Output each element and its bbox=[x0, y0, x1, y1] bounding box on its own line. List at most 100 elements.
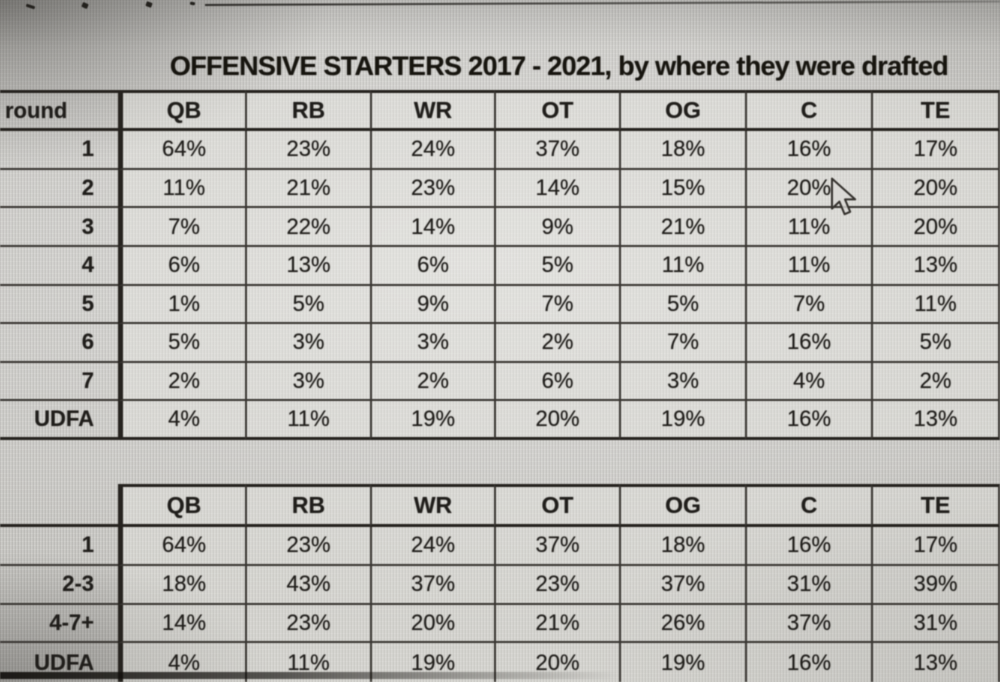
value-cell: 23% bbox=[245, 527, 370, 566]
value-cell: 37% bbox=[619, 565, 745, 605]
value-cell: 23% bbox=[370, 169, 494, 209]
column-header-og: OG bbox=[619, 90, 745, 131]
column-header-c: C bbox=[745, 484, 871, 527]
value-cell: 20% bbox=[871, 169, 1000, 209]
value-cell: 2% bbox=[370, 362, 494, 402]
value-cell: 64% bbox=[118, 527, 245, 566]
value-cell: 19% bbox=[619, 401, 745, 440]
page-title: OFFENSIVE STARTERS 2017 - 2021, by where… bbox=[169, 51, 949, 81]
table-by-round-grouped: QB RB WR OT OG C TE 1 64% 23% 24% 37% 18% 16% 17% 2-3 18… bbox=[0, 484, 1000, 682]
column-header-og: OG bbox=[619, 484, 745, 527]
column-header-ot: OT bbox=[494, 484, 619, 527]
value-cell: 5% bbox=[118, 324, 245, 363]
value-cell: 5% bbox=[871, 324, 1000, 363]
value-cell: 3% bbox=[370, 324, 494, 363]
value-cell: 37% bbox=[494, 131, 619, 170]
value-cell: 6% bbox=[118, 246, 245, 286]
cropped-text-artifact bbox=[145, 1, 153, 8]
row-label-cell: 7 bbox=[0, 363, 118, 402]
corner-header-cell bbox=[0, 484, 118, 527]
cropped-text-artifact bbox=[25, 3, 36, 10]
value-cell: 31% bbox=[871, 604, 1000, 644]
value-cell: 11% bbox=[745, 246, 871, 286]
value-cell: 11% bbox=[745, 208, 871, 247]
value-cell: 6% bbox=[494, 362, 619, 402]
value-cell: 13% bbox=[871, 246, 1000, 286]
value-cell: 31% bbox=[745, 565, 871, 605]
column-header-wr: WR bbox=[370, 90, 494, 131]
cropped-text-artifact-line bbox=[204, 0, 1000, 6]
row-label-cell: UDFA bbox=[0, 401, 118, 440]
value-cell: 16% bbox=[745, 527, 871, 566]
row-label-cell: 2 bbox=[0, 170, 118, 209]
value-cell: 16% bbox=[745, 401, 871, 440]
value-cell: 7% bbox=[745, 285, 871, 325]
value-cell: 2% bbox=[494, 324, 619, 363]
value-cell: 37% bbox=[745, 604, 871, 644]
value-cell: 7% bbox=[494, 285, 619, 325]
value-cell: 18% bbox=[118, 565, 245, 605]
value-cell: 5% bbox=[494, 246, 619, 286]
value-cell: 9% bbox=[370, 285, 494, 325]
cropped-text-artifact bbox=[189, 1, 196, 6]
table-by-round: round QB RB WR OT OG C TE 1 64% 23% 24% 37% 18% 16% 17%… bbox=[0, 90, 1000, 440]
value-cell: 39% bbox=[871, 565, 1000, 605]
value-cell: 24% bbox=[370, 131, 494, 170]
value-cell: 20% bbox=[370, 604, 494, 644]
value-cell: 43% bbox=[245, 565, 370, 605]
value-cell: 16% bbox=[745, 324, 871, 363]
value-cell: 1% bbox=[118, 285, 245, 325]
row-label-cell: 1 bbox=[0, 131, 118, 170]
value-cell: 15% bbox=[619, 169, 745, 209]
value-cell: 20% bbox=[745, 169, 871, 209]
value-cell: 7% bbox=[619, 324, 745, 363]
value-cell: 20% bbox=[494, 401, 619, 440]
value-cell: 19% bbox=[619, 643, 745, 682]
corner-header-cell: round bbox=[0, 90, 118, 131]
column-header-wr: WR bbox=[370, 484, 494, 527]
value-cell: 23% bbox=[494, 565, 619, 605]
row-label-cell: 4-7+ bbox=[0, 605, 118, 644]
value-cell: 6% bbox=[370, 246, 494, 286]
value-cell: 18% bbox=[619, 527, 745, 566]
column-header-rb: RB bbox=[245, 90, 370, 131]
value-cell: 7% bbox=[118, 208, 245, 247]
row-label-cell: 3 bbox=[0, 208, 118, 247]
value-cell: 37% bbox=[370, 565, 494, 605]
value-cell: 18% bbox=[619, 131, 745, 170]
column-header-te: TE bbox=[871, 484, 1000, 527]
row-label-cell: 2-3 bbox=[0, 566, 118, 605]
value-cell: 21% bbox=[245, 169, 370, 209]
value-cell: 23% bbox=[245, 131, 370, 170]
value-cell: 5% bbox=[245, 285, 370, 325]
table-bottom-border bbox=[0, 672, 620, 679]
value-cell: 11% bbox=[871, 285, 1000, 325]
column-header-c: C bbox=[745, 90, 871, 131]
value-cell: 16% bbox=[745, 643, 871, 682]
value-cell: 4% bbox=[745, 362, 871, 402]
value-cell: 13% bbox=[871, 401, 1000, 440]
value-cell: 11% bbox=[118, 169, 245, 209]
value-cell: 26% bbox=[619, 604, 745, 644]
value-cell: 19% bbox=[370, 401, 494, 440]
row-label-cell: 5 bbox=[0, 286, 118, 325]
value-cell: 21% bbox=[619, 208, 745, 247]
value-cell: 13% bbox=[245, 246, 370, 286]
column-header-qb: QB bbox=[118, 90, 245, 131]
value-cell: 3% bbox=[245, 324, 370, 363]
column-header-ot: OT bbox=[494, 90, 619, 131]
value-cell: 16% bbox=[745, 131, 871, 170]
value-cell: 11% bbox=[245, 401, 370, 440]
column-header-te: TE bbox=[871, 90, 1000, 131]
value-cell: 11% bbox=[619, 246, 745, 286]
value-cell: 17% bbox=[871, 131, 1000, 170]
value-cell: 64% bbox=[118, 131, 245, 170]
value-cell: 14% bbox=[494, 169, 619, 209]
column-header-qb: QB bbox=[118, 484, 245, 527]
value-cell: 23% bbox=[245, 604, 370, 644]
value-cell: 14% bbox=[118, 604, 245, 644]
row-label-cell: 1 bbox=[0, 527, 118, 566]
value-cell: 21% bbox=[494, 604, 619, 644]
value-cell: 4% bbox=[118, 401, 245, 440]
